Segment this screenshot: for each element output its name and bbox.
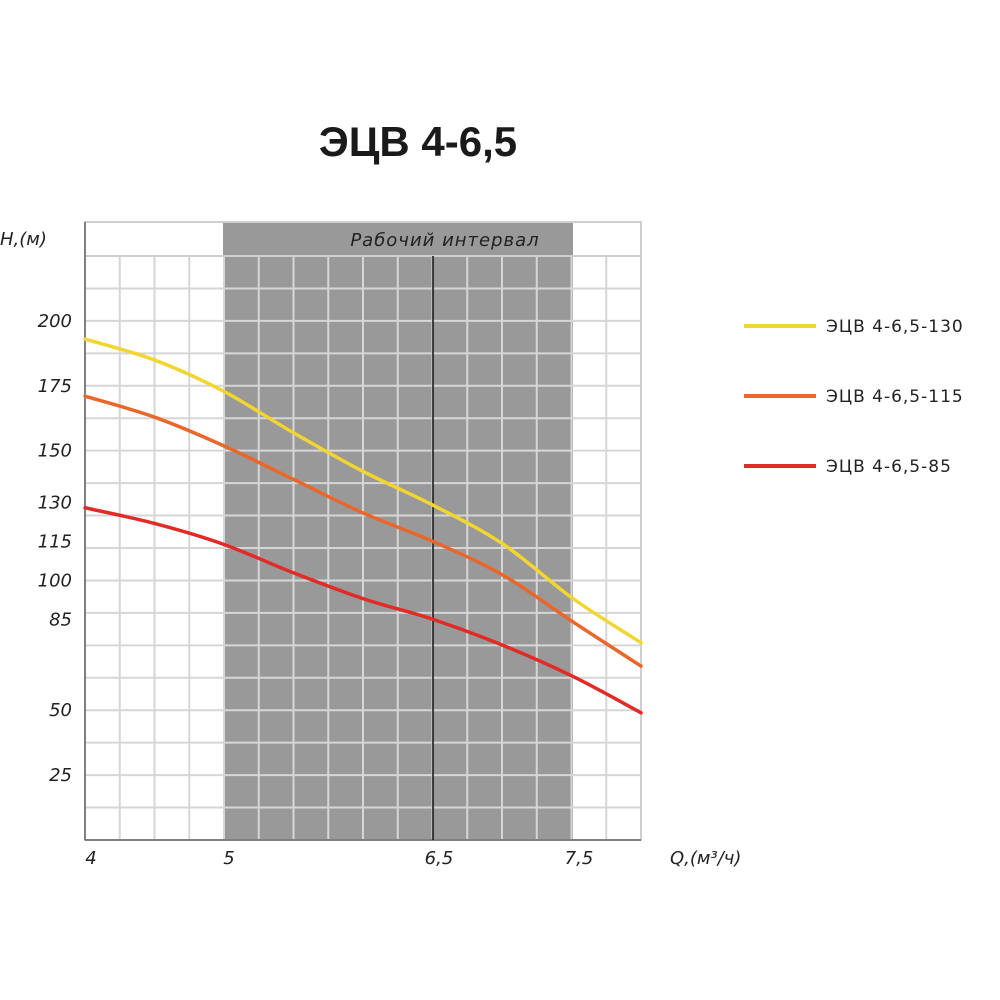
x-tick-label: 4 bbox=[85, 848, 96, 869]
y-tick-label: 200 bbox=[38, 311, 72, 332]
series-line-3 bbox=[83, 506, 643, 715]
x-axis-label: Q,(м³/ч) bbox=[670, 848, 741, 869]
series-line-1 bbox=[83, 337, 643, 645]
legend: ЭЦВ 4-6,5-130 ЭЦВ 4-6,5-115 ЭЦВ 4-6,5-85 bbox=[744, 317, 964, 477]
y-tick-label: 175 bbox=[38, 376, 72, 397]
y-tick-label: 50 bbox=[49, 700, 72, 721]
legend-label: ЭЦВ 4-6,5-130 bbox=[826, 317, 964, 337]
plot-frame bbox=[84, 221, 642, 841]
working-interval-label: Рабочий интервал bbox=[350, 230, 539, 251]
x-tick-label: 7,5 bbox=[565, 848, 594, 869]
y-tick-label: 130 bbox=[38, 493, 72, 514]
x-tick-label: 5 bbox=[223, 848, 234, 869]
y-tick-label: 85 bbox=[49, 609, 72, 630]
axis-labels: H,(м) Q,(м³/ч) Рабочий интервал bbox=[0, 229, 741, 869]
legend-label: ЭЦВ 4-6,5-115 bbox=[826, 387, 964, 407]
y-tick-label: 25 bbox=[49, 765, 72, 786]
tick-labels: 200 175 150 130 115 100 85 50 25 4 5 6,5 7,5 bbox=[38, 311, 594, 869]
y-tick-label: 115 bbox=[38, 532, 72, 553]
legend-label: ЭЦВ 4-6,5-85 bbox=[826, 457, 952, 477]
series-line-2 bbox=[83, 394, 643, 668]
x-tick-label: 6,5 bbox=[425, 848, 454, 869]
grid-lines bbox=[84, 255, 642, 841]
y-axis-label: H,(м) bbox=[0, 229, 47, 250]
series-lines bbox=[83, 337, 643, 715]
y-tick-label: 100 bbox=[38, 570, 72, 591]
y-tick-label: 150 bbox=[38, 441, 72, 462]
chart-title: ЭЦВ 4-6,5 bbox=[318, 118, 518, 165]
